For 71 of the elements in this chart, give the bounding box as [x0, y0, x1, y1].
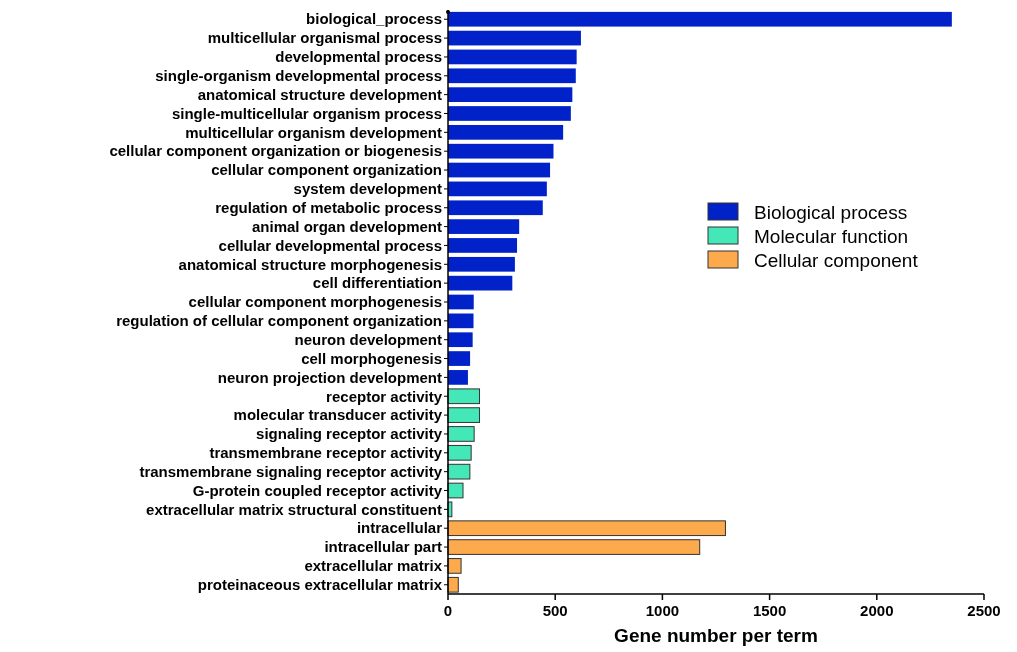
bar [448, 200, 543, 216]
bar [447, 558, 462, 574]
bar [448, 143, 554, 159]
x-axis-title: Gene number per term [614, 625, 818, 646]
bar [448, 313, 474, 329]
bar [448, 49, 577, 65]
bar [448, 275, 513, 291]
bar [447, 520, 726, 537]
y-tick-label: regulation of metabolic process [215, 199, 442, 216]
bar [447, 539, 701, 555]
y-tick-label: neuron development [294, 330, 442, 348]
bar [447, 482, 464, 499]
y-tick-label: extracellular matrix structural constituent [146, 500, 442, 518]
legend-label: Molecular function [754, 225, 909, 247]
bar [448, 332, 473, 348]
bar [447, 388, 481, 405]
y-tick-label: cellular component organization or biogenesis [109, 142, 442, 160]
y-tick-label: single-organism developmental process [155, 67, 442, 85]
y-tick-label: transmembrane receptor activity [209, 444, 443, 462]
bar [448, 219, 520, 234]
y-tick-label: signaling receptor activity [256, 425, 443, 443]
bar [448, 124, 564, 140]
y-tick-label: cell morphogenesis [301, 349, 442, 367]
y-tick-label: animal organ development [251, 217, 442, 235]
x-tick-label: 0 [443, 602, 453, 619]
bar [448, 68, 576, 84]
bar [448, 11, 952, 27]
y-tick-label: intracellular part [324, 538, 442, 556]
y-tick-label: system development [293, 180, 442, 198]
bar [448, 181, 547, 197]
bar [447, 444, 472, 461]
y-tick-label: cellular component morphogenesis [188, 293, 442, 311]
x-tick-label: 500 [542, 602, 568, 619]
x-tick-label: 2000 [860, 602, 894, 619]
y-tick-label: cell differentiation [312, 274, 442, 292]
y-tick-label: receptor activity [326, 387, 443, 405]
x-tick-label: 2500 [967, 602, 1001, 619]
x-tick-label: 1500 [752, 602, 787, 619]
y-tick-label: intracellular [356, 519, 443, 537]
y-tick-label: G-protein coupled receptor activity [192, 481, 443, 499]
y-tick-label: cellular component organization [211, 161, 442, 179]
y-tick-label: anatomical structure development [197, 85, 442, 103]
bar [448, 294, 474, 310]
legend-label: Cellular component [754, 249, 919, 271]
y-tick-label: molecular transducer activity [233, 406, 443, 424]
bar [448, 30, 581, 46]
y-tick-label: multicellular organismal process [207, 29, 442, 47]
bar [448, 238, 518, 253]
y-tick-label: proteinaceous extracellular matrix [197, 576, 443, 594]
y-tick-label: single-multicellular organism process [171, 104, 442, 122]
y-tick-label: transmembrane signaling receptor activity [139, 462, 443, 480]
y-tick-label: cellular developmental process [218, 236, 442, 254]
bar [448, 370, 468, 385]
bar [447, 407, 481, 423]
bar [447, 576, 459, 593]
y-tick-label: regulation of cellular component organization [116, 312, 442, 330]
y-tick-label: extracellular matrix [304, 557, 443, 575]
bar [448, 106, 571, 121]
x-tick-label: 1000 [645, 602, 680, 619]
bar [448, 351, 471, 366]
bar [448, 256, 515, 272]
y-tick-label: biological_process [306, 10, 442, 28]
bar [447, 426, 475, 442]
y-tick-label: neuron projection development [217, 368, 442, 386]
legend-label: Biological process [754, 201, 908, 223]
bar [447, 463, 471, 480]
y-tick-label: multicellular organism development [185, 123, 442, 141]
y-tick-label: anatomical structure morphogenesis [178, 255, 442, 273]
bar [448, 162, 551, 178]
bar [448, 87, 573, 102]
y-tick-label: developmental process [275, 48, 442, 66]
